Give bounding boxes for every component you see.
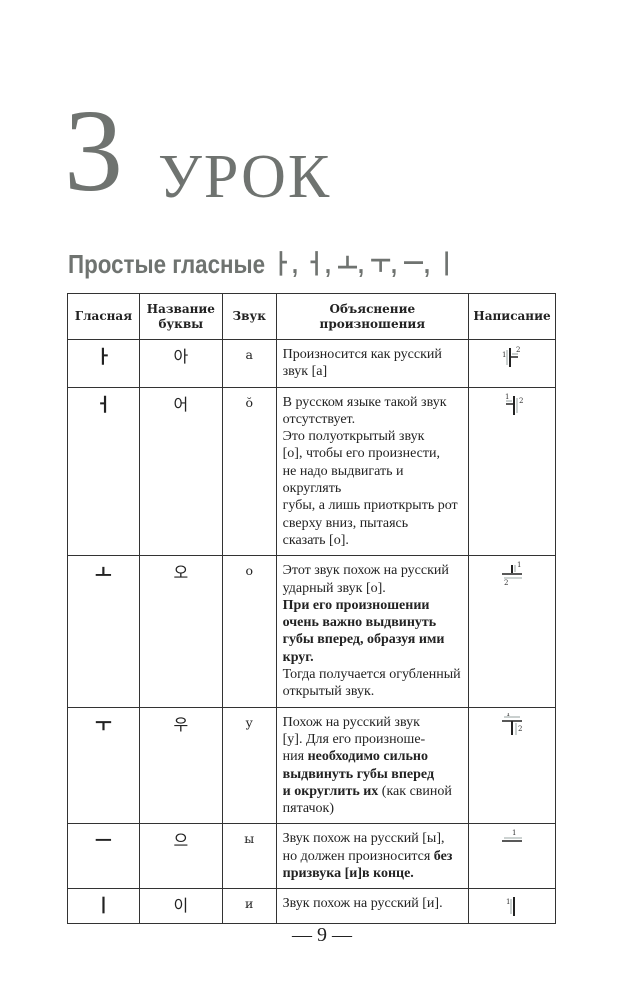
stroke-number: 2 (519, 397, 523, 405)
letter-name-cell: 우 (138, 706, 223, 825)
sound-cell: и (221, 888, 277, 925)
stroke-order-diagram: 12 (502, 561, 523, 587)
stroke-number: 2 (504, 579, 508, 587)
stroke-number: 2 (516, 346, 520, 354)
explanation-cell: Произносится как русский звук [а] (275, 339, 470, 388)
table-row: ㅏ 아 а Произносится как русский звук [а] … (67, 339, 556, 388)
explanation-text: Звук похож на русский [ы], но должен про… (282, 831, 445, 864)
explanation-text: В русском языке такой звук отсутствует. … (282, 394, 458, 548)
stroke-order-diagram: 1 (502, 829, 523, 843)
vowel-cell: ㅏ (67, 339, 140, 388)
column-header: Написание (468, 293, 556, 340)
table-row: ㅣ 이 и Звук похож на русский [и]. 1 (67, 888, 556, 925)
explanation-cell: В русском языке такой звук отсутствует. … (275, 386, 470, 557)
vowel-cell: ㅣ (67, 888, 140, 925)
explanation-text: Тогда получается огубленный открытый зву… (282, 667, 461, 700)
explanation-text: (как свиной пятачок) (282, 783, 452, 817)
vowel-cell: ㅓ (67, 386, 140, 557)
stroke-number: 1 (502, 351, 506, 359)
explanation-bold: без призвука [и]в конце. (282, 848, 453, 882)
writing-cell: 1 (468, 888, 556, 925)
stroke-number: 1 (505, 393, 509, 401)
table-row: ㅡ 으 ы Звук похож на русский [ы], но долж… (67, 823, 556, 890)
stroke-order-diagram: 12 (502, 346, 520, 367)
lesson-word: УРОК (158, 143, 332, 211)
lesson-number: 3 (64, 85, 123, 216)
letter-name-cell: 어 (138, 386, 223, 557)
table-header-row: Гласная Название буквы Звук Объяснение п… (67, 293, 556, 340)
writing-cell: 1 (468, 823, 556, 890)
vowel-cell: ㅗ (67, 555, 140, 708)
table-row: ㅜ 우 у Похож на русский звук [у]. Для его… (67, 706, 556, 825)
vowel-cell: ㅡ (67, 823, 140, 890)
stroke-number: 2 (518, 725, 522, 733)
explanation-text: Звук похож на русский [и]. (282, 896, 443, 912)
vowels-table: Гласная Название буквы Звук Объяснение п… (67, 293, 556, 925)
column-header: Звук (221, 293, 277, 340)
explanation-cell: Этот звук похож на русский ударный звук … (275, 555, 470, 708)
stroke-number: 1 (506, 898, 510, 906)
explanation-cell: Звук похож на русский [ы], но должен про… (275, 823, 470, 890)
explanation-cell: Звук похож на русский [и]. (275, 888, 470, 925)
sound-cell: у (221, 706, 277, 825)
sound-cell: ы (221, 823, 277, 890)
letter-name-cell: 으 (138, 823, 223, 890)
stroke-number: 1 (517, 561, 521, 569)
table-row: ㅗ 오 о Этот звук похож на русский ударный… (67, 555, 556, 708)
explanation-text: Похож на русский звук [у]. Для его произ… (282, 714, 426, 765)
sound-cell: а (221, 339, 277, 388)
sound-cell: ŏ (221, 386, 277, 557)
stroke-order-diagram: 1 (506, 897, 516, 917)
explanation-bold: При его произношении очень важно выдвину… (282, 597, 445, 665)
explanation-text: Этот звук похож на русский ударный звук … (282, 563, 449, 596)
section-title: Простые гласные ㅏ, ㅓ, ㅗ, ㅜ, ㅡ, ㅣ (68, 249, 457, 279)
column-header: Название буквы (138, 293, 223, 340)
vowel-cell: ㅜ (67, 706, 140, 825)
stroke-number: 1 (512, 829, 516, 837)
column-header: Объяснение произношения (275, 293, 470, 340)
table-row: ㅓ 어 ŏ В русском языке такой звук отсутст… (67, 386, 556, 557)
explanation-cell: Похож на русский звук [у]. Для его произ… (275, 706, 470, 825)
explanation-text: Произносится как русский звук [а] (282, 347, 442, 380)
column-header: Гласная (67, 293, 140, 340)
letter-name-cell: 이 (138, 888, 223, 925)
letter-name-cell: 오 (138, 555, 223, 708)
letter-name-cell: 아 (138, 339, 223, 388)
explanation-bold: необходимо сильно выдвинуть губы вперед … (282, 749, 435, 799)
page-number: — 9 — (292, 924, 352, 946)
sound-cell: о (221, 555, 277, 708)
stroke-number: 1 (506, 713, 510, 718)
stroke-order-diagram: 12 (502, 710, 522, 735)
